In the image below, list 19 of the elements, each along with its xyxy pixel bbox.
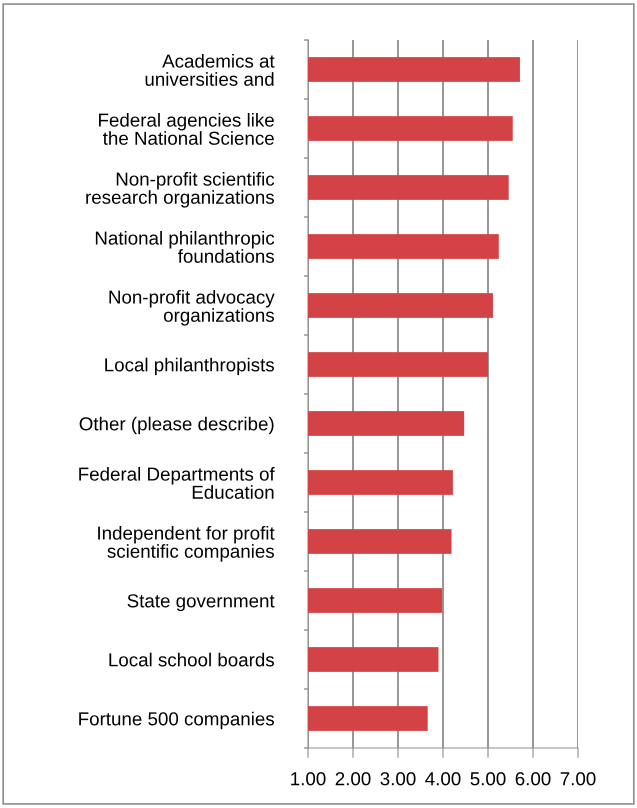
y-tick-label: Federal agencies like the National Science	[99, 112, 274, 145]
y-tick-label: Other (please describe)	[80, 416, 274, 434]
y-tick-label: National philanthropic foundations	[96, 230, 274, 263]
y-tick-label: Fortune 500 companies	[79, 712, 274, 730]
y-tick-label: Federal Departments of Education	[79, 466, 275, 499]
x-tick-label: 1.00	[291, 772, 326, 786]
x-tick-label: 7.00	[560, 772, 596, 786]
x-tick-label: 6.00	[516, 772, 551, 786]
y-tick-label: State government	[128, 594, 275, 612]
x-tick-label: 2.00	[336, 772, 371, 786]
y-tick-label: Academics at universities and	[146, 54, 275, 86]
y-tick-label: Independent for profit scientific companies	[98, 526, 275, 562]
x-tick-label: 5.00	[470, 772, 506, 786]
y-tick-label: Non-profit scientific research organizations	[86, 172, 274, 208]
x-tick-label: 4.00	[425, 772, 461, 786]
y-tick-label: Non-profit advocacy organizations	[109, 290, 275, 326]
y-tick-label: Local school boards	[109, 652, 274, 666]
x-tick-label: 3.00	[380, 772, 416, 786]
y-tick-label: Local philanthropists	[105, 358, 274, 376]
